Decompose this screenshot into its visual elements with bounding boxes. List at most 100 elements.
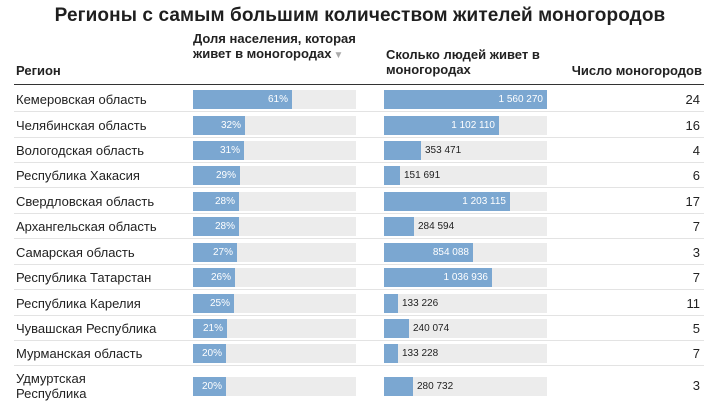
share-value-label: 31%: [219, 145, 240, 156]
share-value-label: 20%: [201, 381, 222, 392]
share-bar-track: 31%: [193, 141, 356, 160]
region-name: Удмуртская Республика: [16, 371, 87, 401]
share-value-label: 20%: [201, 348, 222, 359]
share-bar-track: 27%: [193, 243, 356, 262]
share-bar: [193, 166, 240, 185]
people-value-label: 133 228: [402, 348, 439, 359]
table-row: Удмуртская Республика 20% 280 732 3: [14, 367, 704, 405]
table-row: Вологодская область 31% 353 471 4: [14, 138, 704, 163]
table-row: Свердловская область 28% 1 203 115 17: [14, 189, 704, 214]
table-row: Челябинская область 32% 1 102 110 16: [14, 113, 704, 138]
region-name: Челябинская область: [16, 118, 147, 133]
column-header-people[interactable]: Сколько людей живет в моногородах: [386, 47, 540, 77]
column-header-share-label: Доля населения, которая живет в моногоро…: [193, 31, 356, 61]
region-name: Самарская область: [16, 245, 135, 260]
share-bar: [193, 217, 239, 236]
share-value-label: 29%: [215, 170, 236, 181]
table-row: Чувашская Республика 21% 240 074 5: [14, 316, 704, 341]
share-value-label: 26%: [210, 272, 231, 283]
region-name: Республика Карелия: [16, 296, 141, 311]
people-value-label: 1 203 115: [462, 196, 506, 207]
people-bar: [384, 116, 499, 135]
people-value-label: 240 074: [413, 323, 450, 334]
column-header-region[interactable]: Регион: [16, 63, 61, 78]
share-bar: [193, 90, 292, 109]
monotown-count: 16: [685, 118, 700, 133]
people-bar-track: 151 691: [384, 166, 547, 185]
share-bar-track: 28%: [193, 217, 356, 236]
monotown-count: 24: [685, 92, 700, 107]
sort-descending-icon[interactable]: ▼: [333, 50, 344, 61]
monotown-count: 17: [685, 194, 700, 209]
people-bar-track: 1 203 115: [384, 192, 547, 211]
region-name: Свердловская область: [16, 194, 155, 209]
column-header-count[interactable]: Число моногородов: [571, 63, 702, 78]
table-row: Республика Хакасия 29% 151 691 6: [14, 163, 704, 188]
region-name: Архангельская область: [16, 219, 157, 234]
share-value-label: 28%: [214, 221, 235, 232]
monotown-count: 5: [692, 321, 700, 336]
chart-title: Регионы с самым большим количеством жите…: [54, 5, 666, 26]
people-bar: [384, 90, 547, 109]
people-bar-track: 854 088: [384, 243, 547, 262]
share-bar: [193, 377, 226, 396]
share-bar-track: 20%: [193, 377, 356, 396]
people-value-label: 133 226: [402, 298, 439, 309]
table-row: Архангельская область 28% 284 594 7: [14, 214, 704, 239]
share-bar-track: 61%: [193, 90, 356, 109]
share-bar: [193, 141, 244, 160]
share-bar: [193, 243, 237, 262]
people-bar: [384, 192, 510, 211]
people-bar-track: 353 471: [384, 141, 547, 160]
region-name: Мурманская область: [16, 346, 143, 361]
share-value-label: 27%: [212, 247, 233, 258]
people-bar: [384, 344, 398, 363]
share-bar-track: 21%: [193, 319, 356, 338]
people-value-label: 151 691: [404, 170, 441, 181]
people-bar-track: 240 074: [384, 319, 547, 338]
people-bar: [384, 319, 409, 338]
table-row: Кемеровская область 61% 1 560 270 24: [14, 87, 704, 112]
monotown-count: 7: [692, 270, 700, 285]
region-name: Республика Хакасия: [16, 168, 140, 183]
people-bar-track: 1 102 110: [384, 116, 547, 135]
share-value-label: 32%: [220, 120, 241, 131]
share-bar-track: 29%: [193, 166, 356, 185]
people-bar: [384, 268, 492, 287]
people-bar-track: 133 226: [384, 294, 547, 313]
monotown-count: 4: [692, 143, 700, 158]
share-bar-track: 25%: [193, 294, 356, 313]
monotown-count: 7: [692, 219, 700, 234]
people-value-label: 1 560 270: [498, 94, 544, 105]
share-bar-track: 26%: [193, 268, 356, 287]
share-value-label: 28%: [214, 196, 235, 207]
share-bar: [193, 319, 227, 338]
share-value-label: 61%: [267, 94, 288, 105]
people-bar: [384, 217, 414, 236]
people-bar-track: 280 732: [384, 377, 547, 396]
column-header-share[interactable]: Доля населения, которая живет в моногоро…: [193, 31, 363, 63]
people-bar-track: 1 036 936: [384, 268, 547, 287]
monotown-count: 6: [692, 168, 700, 183]
share-bar-track: 32%: [193, 116, 356, 135]
table-row: Республика Татарстан 26% 1 036 936 7: [14, 265, 704, 290]
share-value-label: 21%: [202, 323, 223, 334]
share-bar: [193, 192, 239, 211]
people-value-label: 280 732: [417, 381, 454, 392]
region-name: Вологодская область: [16, 143, 145, 158]
share-bar-track: 28%: [193, 192, 356, 211]
table-row: Республика Карелия 25% 133 226 11: [14, 291, 704, 316]
share-bar-track: 20%: [193, 344, 356, 363]
people-bar: [384, 377, 413, 396]
table-row: Самарская область 27% 854 088 3: [14, 240, 704, 265]
header-divider: [14, 84, 704, 85]
people-bar-track: 133 228: [384, 344, 547, 363]
people-bar: [384, 243, 473, 262]
share-bar: [193, 294, 234, 313]
share-bar: [193, 268, 235, 287]
people-bar-track: 1 560 270: [384, 90, 547, 109]
monotown-count: 3: [692, 245, 700, 260]
share-bar: [193, 344, 226, 363]
people-bar: [384, 166, 400, 185]
region-name: Кемеровская область: [16, 92, 147, 107]
